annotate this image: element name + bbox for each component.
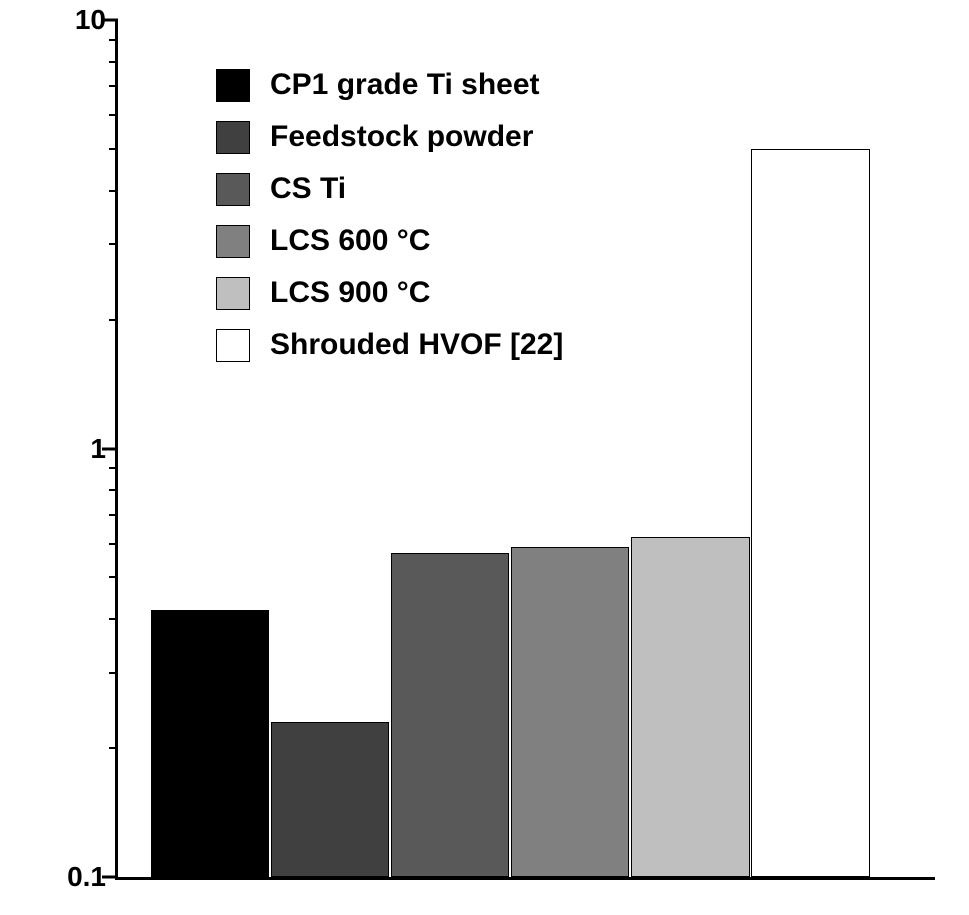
plot-area: CP1 grade Ti sheetFeedstock powderCS TiL… bbox=[115, 20, 935, 880]
y-minor-tick bbox=[109, 319, 118, 321]
y-minor-tick bbox=[109, 489, 118, 491]
y-minor-tick bbox=[109, 514, 118, 516]
y-minor-tick bbox=[109, 576, 118, 578]
bar bbox=[511, 547, 629, 877]
y-minor-tick bbox=[109, 467, 118, 469]
oxygen-bar-chart: Oxygen level (wt %) CP1 grade Ti sheetFe… bbox=[0, 0, 969, 915]
bar bbox=[151, 610, 269, 877]
y-minor-tick bbox=[109, 243, 118, 245]
y-minor-tick bbox=[109, 672, 118, 674]
bar bbox=[751, 149, 869, 877]
bar bbox=[391, 553, 509, 877]
y-tick-label: 1 bbox=[90, 433, 118, 465]
y-minor-tick bbox=[109, 85, 118, 87]
bars-layer bbox=[118, 20, 935, 877]
bar bbox=[631, 537, 749, 877]
y-minor-tick bbox=[109, 190, 118, 192]
y-minor-tick bbox=[109, 148, 118, 150]
y-minor-tick bbox=[109, 747, 118, 749]
y-minor-tick bbox=[109, 618, 118, 620]
y-minor-tick bbox=[109, 543, 118, 545]
y-minor-tick bbox=[109, 114, 118, 116]
y-minor-tick bbox=[109, 39, 118, 41]
y-minor-tick bbox=[109, 61, 118, 63]
y-tick-label: 0.1 bbox=[67, 861, 118, 893]
bar bbox=[271, 722, 389, 877]
y-tick-label: 10 bbox=[75, 4, 118, 36]
